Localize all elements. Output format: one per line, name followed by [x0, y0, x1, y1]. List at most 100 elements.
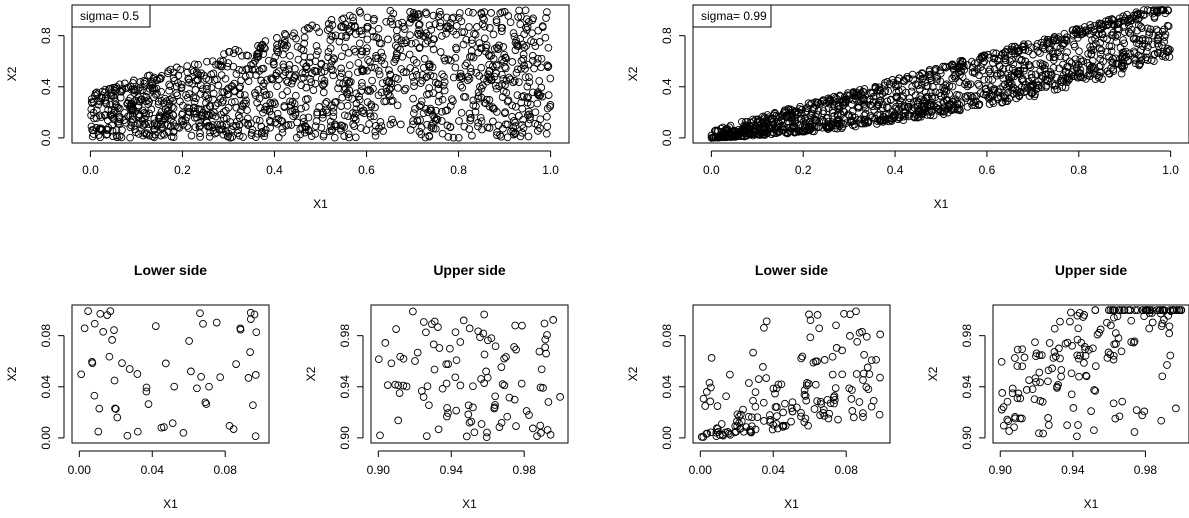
scatter-point [393, 26, 401, 35]
scatter-point [375, 39, 384, 47]
scatter-point [456, 69, 465, 78]
scatter-point [1095, 62, 1103, 71]
scatter-point [481, 99, 490, 108]
scatter-point [521, 6, 530, 15]
scatter-point [151, 322, 160, 330]
x-tick-label: 0.90 [367, 463, 391, 477]
scatter-point [415, 44, 424, 53]
scatter-point [326, 62, 335, 71]
scatter-point [886, 116, 895, 124]
scatter-point [194, 60, 202, 69]
scatter-point [914, 81, 922, 90]
scatter-point [859, 413, 867, 421]
scatter-point [1049, 53, 1058, 62]
scatter-point [363, 13, 372, 22]
scatter-point [274, 133, 283, 142]
scatter-point [533, 59, 542, 68]
scatter-point [393, 51, 401, 60]
scatter-point [135, 112, 143, 121]
scatter-point [855, 97, 863, 106]
scatter-point [749, 396, 757, 405]
scatter-point [216, 373, 225, 382]
scatter-point [320, 67, 329, 76]
scatter-point [418, 76, 427, 85]
scatter-point [467, 67, 475, 76]
scatter-point [195, 122, 204, 131]
scatter-point [1099, 57, 1107, 66]
scatter-point [283, 41, 291, 50]
scatter-point [937, 92, 945, 100]
scatter-point [1120, 306, 1129, 314]
scatter-point [270, 60, 278, 68]
scatter-point [772, 419, 781, 428]
scatter-point [1050, 85, 1059, 94]
scatter-point [1109, 55, 1117, 63]
scatter-point [1057, 366, 1066, 374]
scatter-point [962, 94, 971, 103]
scatter-point [304, 113, 313, 122]
scatter-point [181, 116, 190, 125]
scatter-point [941, 81, 950, 90]
scatter-point [406, 31, 414, 39]
scatter-point [981, 85, 990, 94]
scatter-point [985, 67, 993, 76]
scatter-point [161, 359, 170, 368]
scatter-point [1069, 404, 1078, 412]
scatter-point [1022, 386, 1031, 394]
scatter-point [493, 131, 501, 139]
scatter-point [147, 105, 156, 114]
scatter-point [1115, 412, 1124, 421]
scatter-point [538, 23, 547, 31]
scatter-point [233, 129, 242, 137]
scatter-point [726, 370, 734, 379]
scatter-point [1036, 49, 1044, 57]
scatter-point [1054, 380, 1062, 389]
scatter-point [1110, 306, 1119, 314]
scatter-point [110, 83, 119, 92]
scatter-point [956, 106, 964, 115]
scatter-point [302, 123, 310, 131]
scatter-point [1158, 372, 1167, 381]
scatter-point [223, 62, 232, 71]
scatter-point [528, 51, 537, 60]
scatter-point [1061, 67, 1070, 76]
scatter-point [372, 51, 380, 60]
scatter-point [1108, 15, 1116, 24]
scatter-point [699, 433, 708, 441]
scatter-point [443, 412, 451, 421]
scatter-point [135, 97, 144, 106]
scatter-point [1029, 50, 1037, 59]
scatter-point [112, 126, 121, 135]
plot-frame [992, 304, 1189, 444]
scatter-point [1153, 34, 1162, 43]
scatter-point [185, 90, 194, 98]
scatter-point [382, 97, 390, 106]
scatter-point [218, 88, 227, 96]
scatter-point [331, 31, 340, 40]
x-tick-label: 0.4 [887, 163, 904, 177]
scatter-point [247, 129, 256, 137]
scatter-point [911, 91, 920, 100]
scatter-point [164, 67, 173, 76]
scatter-point [1075, 47, 1083, 56]
scatter-point [998, 389, 1007, 397]
scatter-point [166, 65, 175, 74]
scatter-point [227, 82, 236, 91]
scatter-point [1049, 354, 1058, 362]
scatter-point [246, 71, 254, 79]
scatter-point [413, 348, 422, 357]
scatter-point [1127, 316, 1136, 325]
scatter-point [436, 18, 445, 27]
scatter-point [411, 39, 420, 47]
scatter-point [943, 104, 952, 113]
scatter-point [800, 121, 809, 130]
scatter-point [168, 419, 177, 428]
scatter-point [355, 7, 364, 15]
scatter-point [500, 354, 508, 363]
scatter-point [1108, 59, 1117, 67]
scatter-point [1074, 324, 1083, 333]
scatter-point [760, 417, 768, 425]
scatter-point [536, 383, 545, 392]
scatter-point [959, 62, 968, 71]
scatter-point [509, 123, 518, 132]
